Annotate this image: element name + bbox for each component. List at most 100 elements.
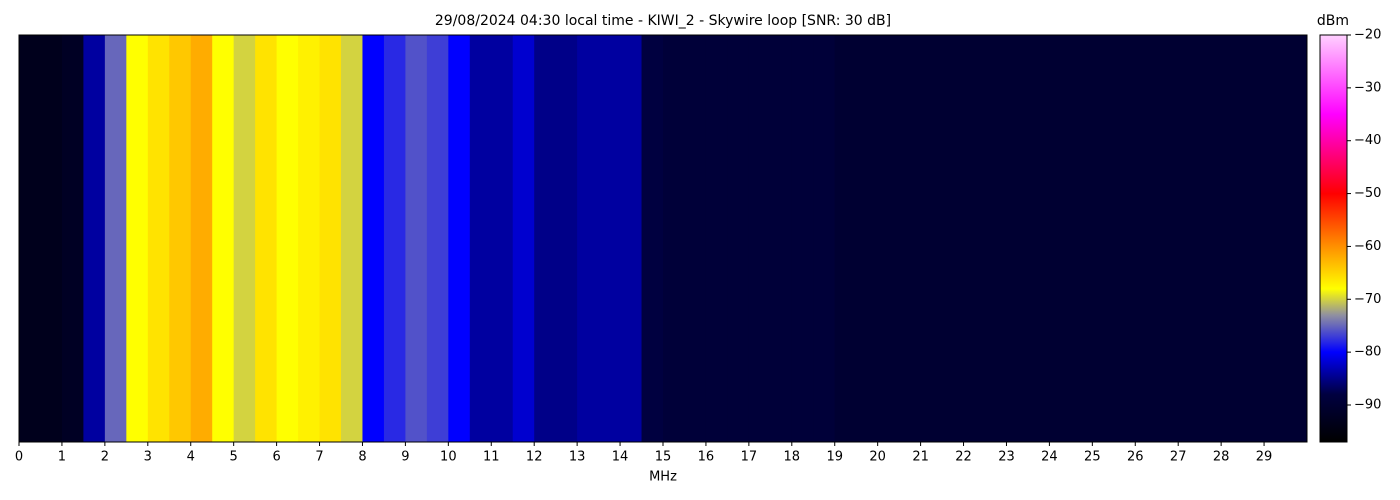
- heat-cell: [770, 35, 793, 442]
- heat-cell: [534, 35, 557, 442]
- colorbar-label: dBm: [1317, 13, 1349, 29]
- x-tick-label: 16: [698, 450, 715, 465]
- heat-cell: [1156, 35, 1179, 442]
- heat-cell: [748, 35, 771, 442]
- heat-cell: [276, 35, 299, 442]
- heat-cell: [362, 35, 385, 442]
- colorbar-tick-label: −40: [1354, 133, 1381, 148]
- colorbar-tick-label: −50: [1354, 186, 1381, 201]
- heat-cell: [899, 35, 922, 442]
- x-tick-label: 13: [569, 450, 586, 465]
- x-tick-label: 11: [483, 450, 500, 465]
- heat-cell: [233, 35, 256, 442]
- heat-cell: [1264, 35, 1287, 442]
- heat-cell: [705, 35, 728, 442]
- x-tick-label: 27: [1170, 450, 1187, 465]
- heat-cell: [1092, 35, 1115, 442]
- x-axis-label: MHz: [649, 470, 677, 485]
- heat-cell: [104, 35, 127, 442]
- x-tick-label: 29: [1256, 450, 1273, 465]
- colorbar-tick-label: −30: [1354, 80, 1381, 95]
- heat-cell: [1221, 35, 1244, 442]
- heat-cell: [512, 35, 535, 442]
- heat-cell: [813, 35, 836, 442]
- x-tick-label: 23: [998, 450, 1015, 465]
- heat-cell: [598, 35, 621, 442]
- x-tick-label: 26: [1127, 450, 1144, 465]
- heat-cell: [405, 35, 428, 442]
- heat-cell: [791, 35, 814, 442]
- colorbar-tick-label: −20: [1354, 28, 1381, 43]
- x-tick-label: 19: [826, 450, 843, 465]
- heat-cell: [212, 35, 235, 442]
- heat-cell: [920, 35, 943, 442]
- heat-cell: [298, 35, 321, 442]
- heat-cell: [620, 35, 643, 442]
- heat-cell: [190, 35, 213, 442]
- x-tick-label: 4: [187, 450, 195, 465]
- heat-cell: [877, 35, 900, 442]
- x-tick-label: 18: [784, 450, 801, 465]
- heat-cell: [341, 35, 363, 442]
- heat-cell: [1242, 35, 1265, 442]
- heat-cell: [61, 35, 84, 442]
- x-tick-label: 3: [144, 450, 152, 465]
- x-tick-label: 5: [230, 450, 238, 465]
- heat-cell: [1285, 35, 1308, 442]
- heat-cell: [426, 35, 449, 442]
- heat-cell: [1199, 35, 1222, 442]
- x-tick-label: 17: [741, 450, 758, 465]
- heat-cell: [319, 35, 342, 442]
- x-tick-label: 0: [15, 450, 23, 465]
- heat-cell: [834, 35, 857, 442]
- x-tick-label: 2: [101, 450, 109, 465]
- colorbar-tick-label: −90: [1354, 398, 1381, 413]
- x-tick-label: 9: [401, 450, 409, 465]
- heat-cell: [577, 35, 600, 442]
- heat-cell: [1135, 35, 1158, 442]
- x-tick-label: 14: [612, 450, 629, 465]
- chart-title: 29/08/2024 04:30 local time - KIWI_2 - S…: [435, 13, 891, 29]
- heat-cell: [985, 35, 1007, 442]
- heat-cell: [641, 35, 664, 442]
- heat-cell: [1113, 35, 1136, 442]
- heat-cell: [147, 35, 170, 442]
- heat-cell: [448, 35, 471, 442]
- heat-cell: [40, 35, 63, 442]
- colorbar-tick-label: −80: [1354, 345, 1381, 360]
- colorbar-tick-label: −70: [1354, 292, 1381, 307]
- heat-cell: [1070, 35, 1093, 442]
- x-tick-label: 28: [1213, 450, 1230, 465]
- heat-cell: [255, 35, 278, 442]
- heat-cell: [383, 35, 406, 442]
- heat-cell: [19, 35, 41, 442]
- heat-cell: [942, 35, 965, 442]
- heat-cell: [1049, 35, 1072, 442]
- x-tick-label: 22: [955, 450, 972, 465]
- x-tick-label: 6: [272, 450, 280, 465]
- heat-cell: [126, 35, 149, 442]
- x-tick-label: 1: [58, 450, 66, 465]
- heat-cell: [856, 35, 879, 442]
- x-tick-label: 25: [1084, 450, 1101, 465]
- x-tick-label: 8: [358, 450, 366, 465]
- heat-cell: [491, 35, 514, 442]
- heat-cell: [555, 35, 578, 442]
- heat-cell: [1006, 35, 1029, 442]
- heat-cell: [469, 35, 492, 442]
- x-tick-label: 24: [1041, 450, 1058, 465]
- heat-cell: [963, 35, 986, 442]
- x-tick-label: 10: [440, 450, 457, 465]
- heat-cell: [169, 35, 192, 442]
- heat-cell: [1027, 35, 1050, 442]
- heat-cell: [83, 35, 106, 442]
- x-tick-label: 21: [912, 450, 929, 465]
- x-tick-label: 12: [526, 450, 543, 465]
- colorbar: [1319, 34, 1348, 443]
- x-tick-label: 15: [655, 450, 672, 465]
- x-tick-label: 20: [869, 450, 886, 465]
- heat-cell: [727, 35, 750, 442]
- heat-cell: [684, 35, 707, 442]
- heat-cell: [663, 35, 685, 442]
